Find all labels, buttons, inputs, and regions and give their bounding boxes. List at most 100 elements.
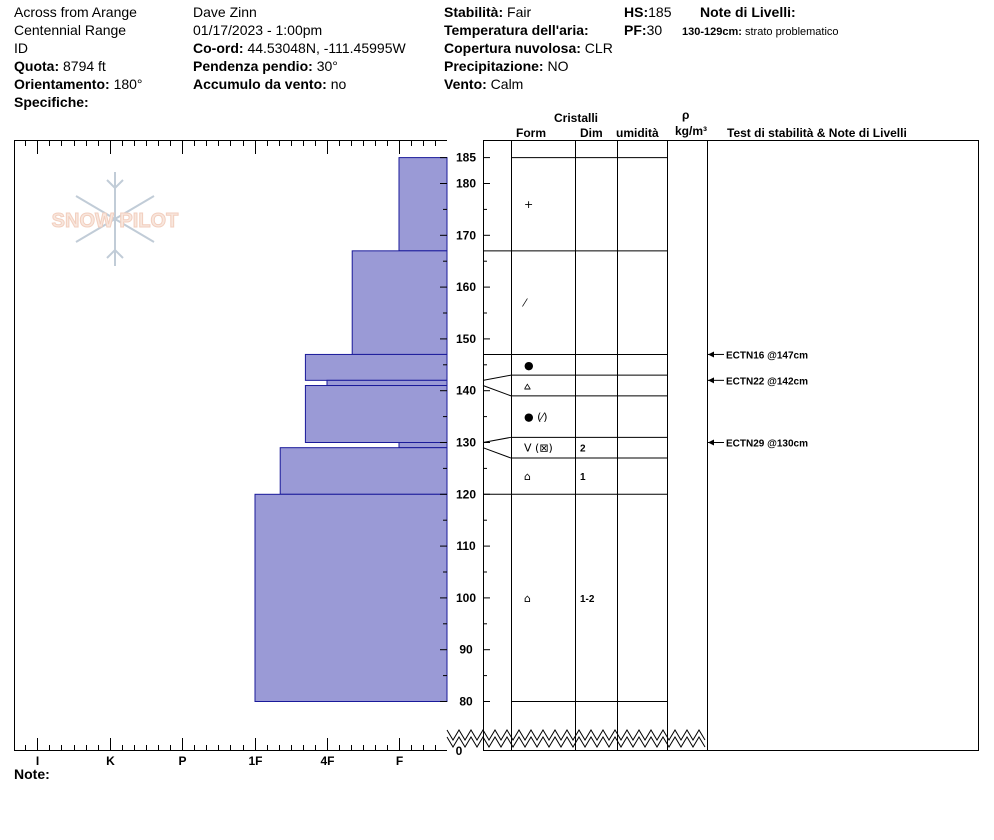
precipitation: Precipitazione: NO <box>444 57 568 75</box>
layer-connector <box>482 374 512 381</box>
hardness-bar <box>326 379 448 387</box>
crystal-form-symbol: ⌂ <box>524 470 531 483</box>
stability-label: Stabilità: <box>444 4 504 20</box>
crystal-form-symbol: V (⊠) <box>524 442 553 455</box>
hardness-tick-label: I <box>36 754 39 768</box>
test-arrow-head <box>708 351 714 358</box>
hardness-bar <box>398 442 448 449</box>
crystal-form-symbol: + <box>524 198 533 211</box>
depth-tick-label: 180 <box>456 177 476 191</box>
crystal-form-symbol: ● (⁄) <box>524 411 548 424</box>
pf-label: PF: <box>624 22 647 38</box>
layer-notes-label: Note di Livelli: <box>700 4 796 20</box>
depth-tick-label: 90 <box>459 643 473 657</box>
wind-value: Calm <box>490 76 524 92</box>
crystal-size: 2 <box>580 444 586 455</box>
state-name: ID <box>14 40 28 56</box>
depth-tick-label: 150 <box>456 332 476 346</box>
hardness-axis: I K P 1F 4F F <box>14 141 436 768</box>
coordinates: Co-ord: 44.53048N, -111.45995W <box>193 39 406 57</box>
coord-value: 44.53048N, -111.45995W <box>247 40 406 56</box>
crystal-table: + ⁄ ● ⩟ ● (⁄) V (⊠) 2 ⌂ 1 ⌂ 1-2 <box>482 157 667 702</box>
hs-value: 185 <box>648 4 672 20</box>
hardness-tick-label: K <box>106 754 115 768</box>
depth-axis: 185 180 170 160 150 140 130 120 110 100 90 80 0 <box>440 151 706 758</box>
cloud-value: CLR <box>584 40 613 56</box>
layer-connector <box>482 385 512 397</box>
hardness-bars <box>254 157 448 702</box>
layer-note-text: strato problematico <box>745 26 839 38</box>
depth-zero-label: 0 <box>456 744 463 758</box>
range-name: Centennial Range <box>14 22 127 38</box>
observer: Dave Zinn <box>193 4 257 20</box>
wind-label: Vento: <box>444 76 487 92</box>
precip-label: Precipitazione: <box>444 58 544 74</box>
depth-tick-label: 140 <box>456 384 476 398</box>
depth-tick-label: 80 <box>459 695 473 709</box>
hardness-bar <box>304 353 448 381</box>
depth-tick-label: 170 <box>456 228 476 242</box>
logo-text: SNOW PILOT <box>52 210 179 232</box>
depth-tick-label: 120 <box>456 487 476 501</box>
cloud-cover: Copertura nuvolosa: CLR <box>444 39 613 57</box>
crystals-header: Cristalli <box>554 111 599 125</box>
wind-loading-value: no <box>330 76 347 92</box>
crystal-size: 1-2 <box>580 594 595 605</box>
hardness-tick-label: F <box>396 754 403 768</box>
tests-header: Test di stabilità & Note di Livelli <box>727 126 907 140</box>
datetime: 01/17/2023 - 1:00pm <box>193 22 323 38</box>
hardness-bar <box>304 385 448 443</box>
crystal-form-symbol: ● <box>524 359 534 372</box>
form-header: Form <box>516 126 546 140</box>
crystal-form-symbol: ⩟ <box>524 380 531 393</box>
depth-tick-label: 160 <box>456 280 476 294</box>
depth-tick-label: 185 <box>456 151 476 165</box>
layer-note-range: 130-129cm: <box>682 26 742 38</box>
crystal-size: 1 <box>580 472 586 483</box>
slope-label: Pendenza pendio: <box>193 58 313 74</box>
axis-break-zigzag <box>446 729 706 741</box>
specifics-label: Specifiche: <box>14 94 89 110</box>
elevation: Quota: 8794 ft <box>14 57 106 75</box>
density-unit-header: kg/m³ <box>675 124 708 138</box>
snowflake-icon <box>75 172 155 266</box>
stability-test-label: ECTN16 @147cm <box>726 350 808 361</box>
wind: Vento: Calm <box>444 75 523 93</box>
hardness-tick-label: 4F <box>320 754 334 768</box>
location-name: Across from Arange <box>14 4 137 20</box>
slope: Pendenza pendio: 30° <box>193 57 338 75</box>
wind-loading-label: Accumulo da vento: <box>193 76 327 92</box>
hardness-bar <box>279 447 448 495</box>
hardness-bar <box>398 157 448 252</box>
precip-value: NO <box>547 58 569 74</box>
hs: HS:185 <box>624 3 671 21</box>
wind-loading: Accumulo da vento: no <box>193 75 346 93</box>
stability-test-label: ECTN29 @130cm <box>726 439 808 450</box>
table-frame <box>483 140 979 751</box>
hardness-bar <box>254 493 448 702</box>
rho-header: ρ <box>682 108 690 122</box>
air-temp-label: Temperatura dell'aria: <box>444 22 589 38</box>
depth-tick-label: 110 <box>456 539 476 553</box>
aspect: Orientamento: 180° <box>14 75 143 93</box>
elevation-label: Quota: <box>14 58 60 74</box>
snowpilot-logo: SNOW PILOT <box>51 172 179 266</box>
pf: PF:30 <box>624 21 662 39</box>
slope-value: 30° <box>316 58 338 74</box>
test-arrow-head <box>708 377 714 384</box>
test-arrow-head <box>708 439 714 446</box>
hardness-bar <box>351 250 448 355</box>
stability: Stabilità: Fair <box>444 3 531 21</box>
stability-tests: ECTN16 @147cm ECTN22 @142cm ECTN29 @130cm <box>708 350 808 450</box>
crystal-form-symbol: ⁄ <box>521 297 528 310</box>
layer-note: 130-129cm: strato problematico <box>682 23 839 41</box>
layer-connector <box>482 436 512 443</box>
hardness-tick-label: P <box>178 754 186 768</box>
stability-value: Fair <box>507 4 532 20</box>
aspect-value: 180° <box>113 76 143 92</box>
elevation-value: 8794 ft <box>63 58 106 74</box>
layer-connector <box>482 447 512 459</box>
pf-value: 30 <box>646 22 663 38</box>
hardness-tick-label: 1F <box>248 754 262 768</box>
stability-test-label: ECTN22 @142cm <box>726 376 808 387</box>
